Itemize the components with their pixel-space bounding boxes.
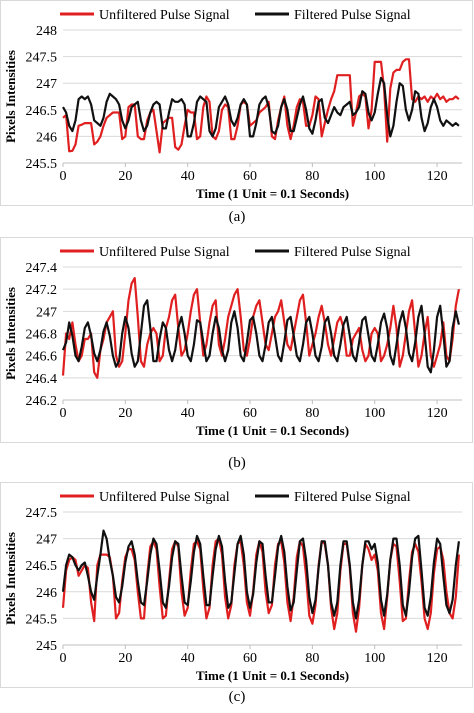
x-tick-label: 40: [181, 406, 195, 421]
x-tick-label: 60: [243, 651, 257, 666]
chart-frame: [0, 237, 473, 443]
y-axis-title: Pixels Intensities: [3, 287, 18, 380]
caption-b: (b): [228, 455, 246, 471]
x-tick-label: 80: [305, 651, 319, 666]
y-axis-title: Pixels Intensities: [3, 532, 18, 625]
x-tick-label: 100: [364, 169, 385, 184]
x-tick-label: 20: [118, 169, 132, 184]
y-tick-label: 245.5: [26, 612, 58, 627]
y-tick-label: 247.5: [26, 506, 58, 521]
y-tick-label: 247.5: [26, 51, 58, 66]
x-tick-label: 120: [427, 169, 448, 184]
y-tick-label: 246.4: [26, 372, 58, 387]
x-tick-label: 0: [60, 651, 67, 666]
chart-panel-a: 245.5 246 246.5 247 247.5 248 0 20 40 60 80 100 120 T…: [0, 0, 474, 208]
y-tick-label: 247: [36, 533, 57, 548]
y-tick-label: 245.5: [26, 157, 58, 172]
caption-c: (c): [228, 689, 246, 705]
y-tick-label: 246.6: [26, 350, 58, 365]
x-tick-label: 0: [60, 406, 67, 421]
y-tick-label: 246.5: [26, 104, 58, 119]
x-tick-label: 0: [60, 169, 67, 184]
y-tick-label: 247: [36, 77, 57, 92]
legend-label-unfiltered: Unfiltered Pulse Signal: [99, 490, 230, 505]
y-tick-label: 246: [36, 130, 57, 145]
x-tick-label: 60: [243, 169, 257, 184]
legend-label-filtered: Filtered Pulse Signal: [294, 245, 411, 260]
x-tick-label: 40: [181, 651, 195, 666]
y-tick-label: 246: [36, 586, 57, 601]
x-tick-label: 120: [427, 651, 448, 666]
y-tick-label: 247.2: [26, 283, 58, 298]
y-tick-label: 246.5: [26, 559, 58, 574]
y-tick-label: 246.8: [26, 328, 58, 343]
legend-label-unfiltered: Unfiltered Pulse Signal: [99, 245, 230, 260]
legend-label-unfiltered: Unfiltered Pulse Signal: [99, 8, 230, 23]
chart-panel-c: 245 245.5 246 246.5 247 247.5 0 20 40 60 80 100 120 T…: [0, 482, 474, 690]
y-tick-label: 248: [36, 24, 57, 39]
y-tick-label: 246.2: [26, 394, 58, 409]
chart-a-svg: 245.5 246 246.5 247 247.5 248 0 20 40 60 80 100 120 T…: [3, 8, 462, 201]
x-tick-label: 100: [364, 406, 385, 421]
x-axis-title: Time (1 Unit = 0.1 Seconds): [196, 668, 349, 683]
series-line-filtered: [62, 76, 460, 138]
legend-label-filtered: Filtered Pulse Signal: [294, 490, 411, 505]
series-line-unfiltered: [62, 58, 460, 154]
x-axis-title: Time (1 Unit = 0.1 Seconds): [196, 423, 349, 438]
x-tick-label: 80: [305, 406, 319, 421]
chart-b-svg: 246.2 246.4 246.6 246.8 247 247.2 247.4 0 20 40 60…: [3, 245, 462, 438]
x-tick-label: 100: [364, 651, 385, 666]
x-tick-label: 20: [118, 406, 132, 421]
x-tick-label: 40: [181, 169, 195, 184]
legend-label-filtered: Filtered Pulse Signal: [294, 8, 411, 23]
x-tick-label: 20: [118, 651, 132, 666]
chart-frame: [0, 482, 473, 688]
chart-c-svg: 245 245.5 246 246.5 247 247.5 0 20 40 60 80 100 120 T…: [3, 490, 462, 683]
chart-panel-b: 246.2 246.4 246.6 246.8 247 247.2 247.4 0 20 40 60…: [0, 237, 474, 445]
series-line-unfiltered: [61, 276, 460, 379]
y-axis-title: Pixels Intensities: [3, 50, 18, 143]
x-tick-label: 60: [243, 406, 257, 421]
x-tick-label: 80: [305, 169, 319, 184]
y-tick-label: 245: [36, 639, 57, 654]
caption-a: (a): [228, 209, 246, 225]
x-axis-title: Time (1 Unit = 0.1 Seconds): [196, 186, 349, 201]
x-tick-label: 120: [427, 406, 448, 421]
y-tick-label: 247: [36, 305, 57, 320]
y-tick-label: 247.4: [26, 261, 58, 276]
series-line-filtered: [61, 529, 460, 620]
series-line-filtered: [61, 299, 460, 374]
